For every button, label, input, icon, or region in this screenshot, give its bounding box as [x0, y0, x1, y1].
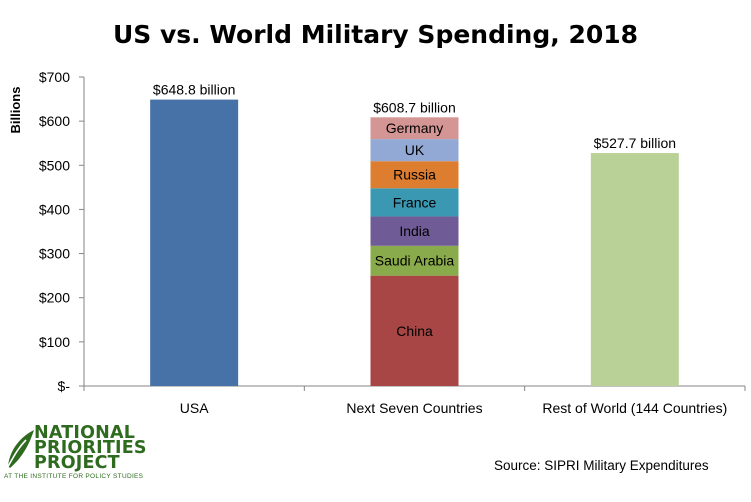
bar-total-label: $608.7 billion [373, 99, 456, 115]
logo-line-3: PROJECT [34, 453, 120, 473]
segment-label: UK [405, 142, 425, 158]
y-tick-label: $600 [39, 113, 70, 129]
segment-label: China [396, 323, 433, 339]
x-category-label: Next Seven Countries [346, 400, 482, 416]
bar-segment [370, 245, 459, 276]
x-category-label: USA [180, 400, 209, 416]
y-tick-label: $300 [39, 246, 70, 262]
x-category-label: Rest of World (144 Countries) [542, 400, 727, 416]
bar-segment [370, 188, 459, 217]
labels: $648.8 billion USA China Saudi Arabia India F… [153, 82, 727, 416]
segment-label: France [393, 194, 437, 210]
bar-total-label: $527.7 billion [594, 135, 677, 151]
bar-segment [590, 153, 679, 386]
logo-leaf-icon [5, 430, 34, 471]
bar-segment [370, 275, 459, 386]
logo-subtitle: AT THE INSTITUTE FOR POLICY STUDIES [4, 473, 144, 480]
y-tick-label: $500 [39, 157, 70, 173]
bar-segment [150, 99, 239, 387]
y-tick-label: $200 [39, 290, 70, 306]
y-tick-label: $400 [39, 201, 70, 217]
y-tick-label: $- [58, 378, 71, 394]
y-tick-label: $700 [39, 69, 70, 85]
segment-label: Germany [386, 120, 444, 136]
chart-title: US vs. World Military Spending, 2018 [112, 20, 639, 49]
bar-segment [370, 216, 459, 246]
logo-line-1: NATIONAL [34, 423, 136, 443]
segment-label: India [399, 223, 430, 239]
segment-label: Saudi Arabia [375, 253, 455, 269]
y-axis-label: Billions [8, 87, 23, 134]
bar-total-label: $648.8 billion [153, 82, 236, 98]
source-note: Source: SIPRI Military Expenditures [494, 458, 709, 473]
bar-segment [370, 161, 459, 189]
axes: $- $100 $200 $300 $400 $500 $600 $700 [39, 69, 746, 394]
bar-segment [370, 117, 459, 140]
logo-line-2: PRIORITIES [34, 438, 147, 458]
bar-segment [370, 139, 459, 162]
bars [150, 99, 679, 387]
segment-label: Russia [393, 167, 436, 183]
y-tick-label: $100 [39, 334, 70, 350]
npp-logo: NATIONAL PRIORITIES PROJECT AT THE INSTI… [4, 423, 204, 486]
